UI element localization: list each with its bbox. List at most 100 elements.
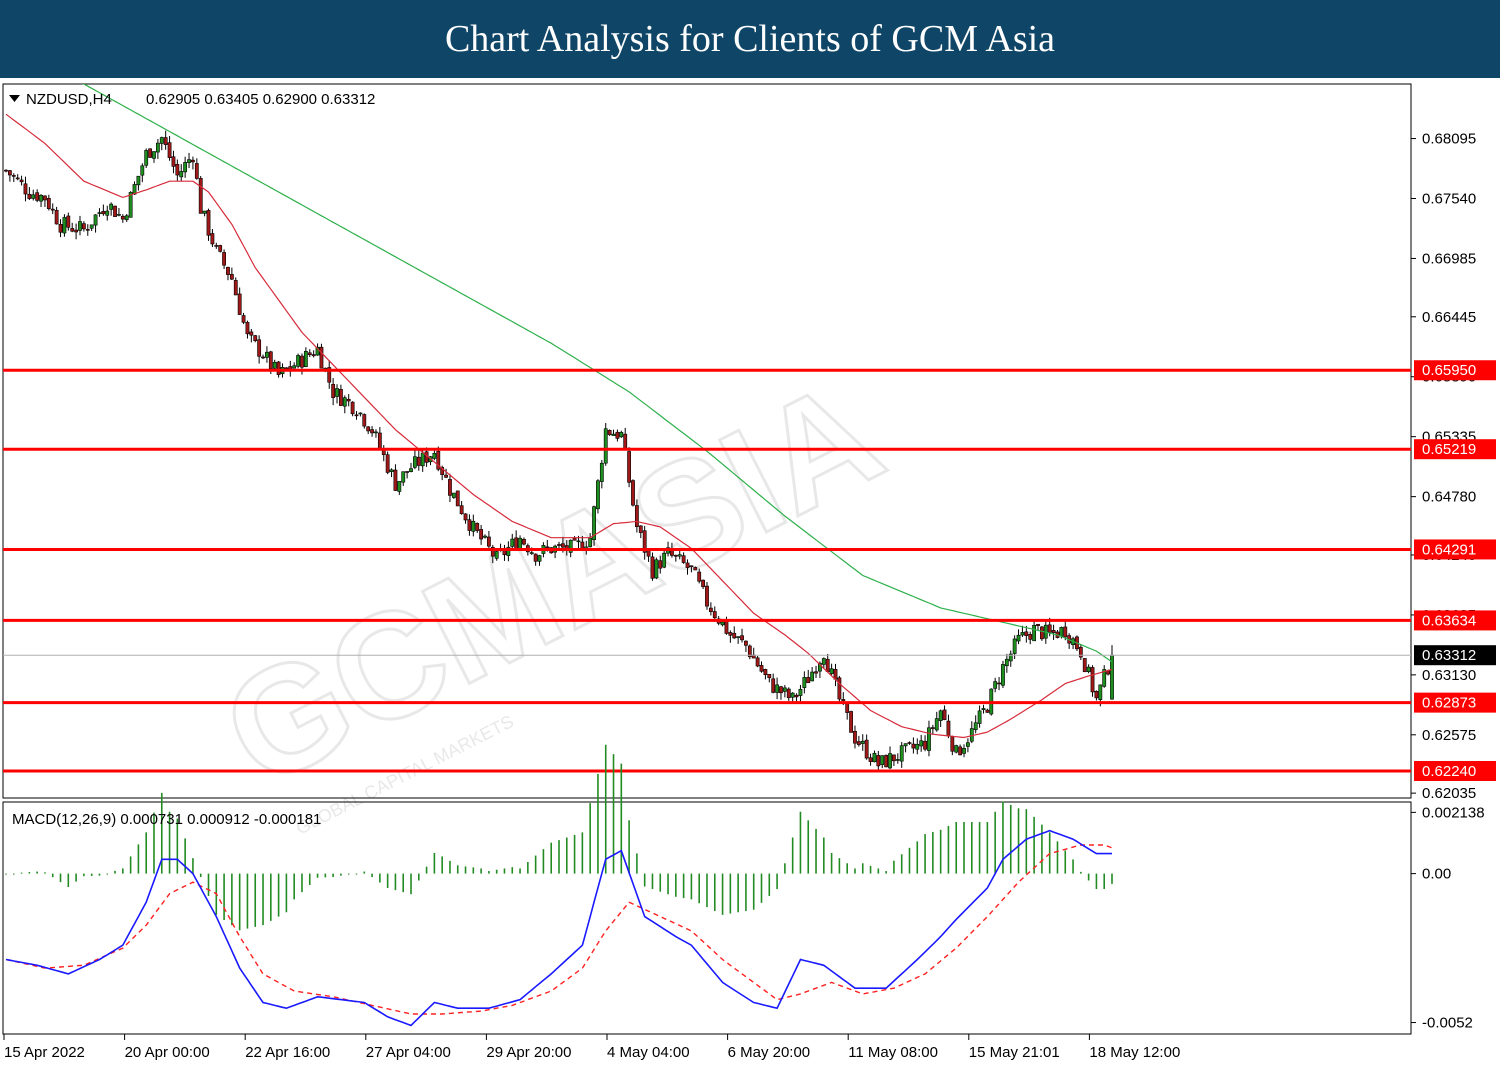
candle [627,447,631,488]
candle [467,514,472,536]
candle [229,267,234,280]
candle [833,663,838,687]
candle [218,244,223,253]
candle-body [70,228,75,232]
candle [43,195,47,207]
candle-body [627,451,631,483]
macd-header: MACD(12,26,9) 0.000731 0.000912 -0.00018… [12,811,321,828]
candle [249,328,254,343]
candle-body [1001,664,1005,686]
candle [448,473,452,502]
candle-body [124,215,129,221]
candle [187,152,191,169]
candle [120,214,125,223]
candle [233,277,238,296]
candle-body [779,686,783,694]
candle [981,704,986,714]
candle-body [311,354,316,357]
candle [638,525,643,539]
candle-body [720,621,725,626]
candle-body [930,727,935,729]
candle-body [7,170,12,176]
candle-body [607,430,612,435]
current-price-box [1414,645,1496,666]
candle [226,266,230,281]
candle [744,640,748,652]
candle [362,413,367,429]
x-tick-label: 15 May 21:01 [969,1044,1060,1061]
candle [919,734,924,752]
candle-body [459,505,464,515]
candle-body [829,668,834,674]
candle-body [958,746,963,756]
candle-body [58,224,63,233]
candle [607,429,612,436]
candle [152,151,156,163]
candle-body [537,555,542,562]
candle-body [662,552,667,568]
candle [993,677,998,693]
macd-panel-frame [2,801,1412,1035]
header-arrow-icon[interactable] [9,95,20,102]
candle-body [483,535,487,538]
candle-body [880,755,885,765]
candle [198,175,203,214]
level-label: 0.65950 [1422,362,1476,379]
candle [179,164,184,182]
candle-body [272,361,277,369]
candle [1094,690,1099,701]
candle [977,705,982,728]
candle [237,287,242,315]
candle-body [841,699,846,701]
candle [50,203,55,215]
candle-body [782,687,787,692]
level-label-box [1414,760,1496,781]
candle-body [744,640,748,646]
macd-panel[interactable]: 0.002138 0.00 -0.0052 MACD(12,26,9) 0.0007… [2,744,1485,1035]
candle-body [677,554,682,557]
y-tick-label: 0.67540 [1422,190,1476,207]
candle [892,754,896,766]
candle [1028,631,1033,645]
candle-body [767,673,772,679]
candle [62,214,67,237]
candle [74,223,78,240]
candle [533,553,538,566]
current-price-label: 0.63312 [1422,647,1476,664]
y-tick-label: 0.68095 [1422,131,1476,148]
candle-body [860,740,865,744]
candle [311,350,316,358]
candle [163,130,168,150]
candle-body [685,562,690,568]
candle [1051,624,1056,641]
candle-body [724,619,729,634]
price-panel[interactable]: 0.680950.675400.669850.664450.658900.653… [2,78,1496,802]
candle [969,721,974,744]
candle [331,378,336,406]
candle-body [385,454,390,473]
candle-body [144,150,149,166]
level-label: 0.63634 [1422,612,1476,629]
chart-area[interactable]: GCMASIA GLOBAL CAPITAL MARKETS 0.68095 0.… [0,78,1500,1071]
candle-body [557,544,561,546]
candle-body [1016,634,1021,642]
candle-body [183,162,188,173]
candle [155,139,160,159]
candle-body [167,142,172,158]
candle [7,169,12,182]
candle-body [362,414,367,427]
candle-body [821,658,826,665]
candle [335,384,339,404]
candle-body [1040,626,1044,640]
candle [339,384,343,407]
candle [54,206,59,225]
candle [880,755,885,769]
candle [1067,633,1072,649]
candle-body [673,554,678,557]
candle [70,222,75,233]
candle-body [494,551,499,559]
candle-body [701,579,705,587]
level-label: 0.65219 [1422,441,1476,458]
price-axis: 0.680950.675400.669850.664450.658900.653… [1411,131,1496,802]
candle [210,228,215,247]
